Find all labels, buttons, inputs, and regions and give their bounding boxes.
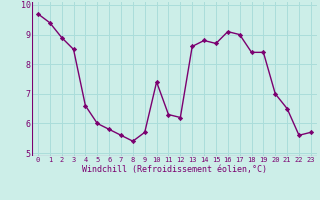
X-axis label: Windchill (Refroidissement éolien,°C): Windchill (Refroidissement éolien,°C) — [82, 165, 267, 174]
